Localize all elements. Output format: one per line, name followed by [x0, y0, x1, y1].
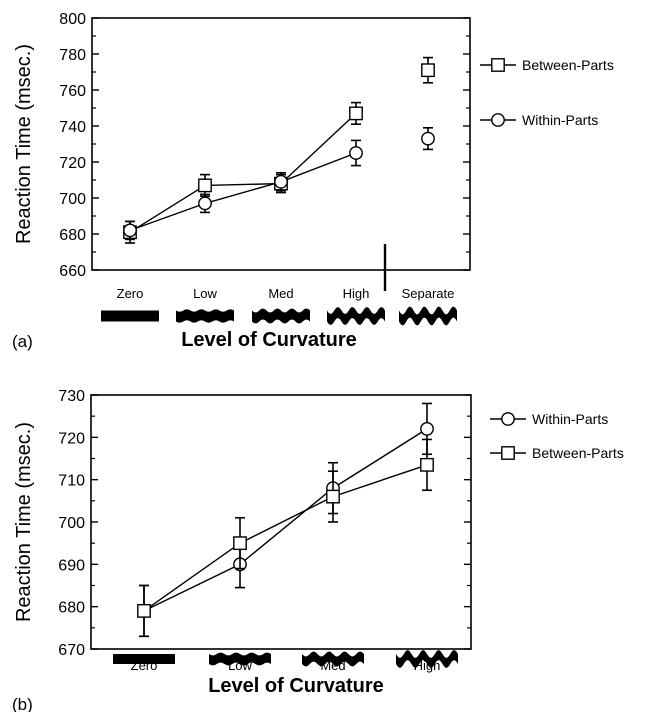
data-point-circle	[123, 223, 137, 238]
legend-label: Within-Parts	[532, 411, 608, 427]
x-tick-label: Med	[268, 286, 293, 301]
legend-marker-circle	[491, 113, 505, 127]
series-line	[129, 152, 357, 232]
legend-label: Between-Parts	[532, 445, 624, 461]
panel-label: (b)	[12, 695, 33, 712]
y-tick-label: 740	[59, 119, 86, 136]
data-point-square	[198, 178, 212, 193]
y-tick-label: 780	[59, 47, 86, 64]
panel-a: 660 680 700 720 740 760 780 800 Reaction Time (m…	[12, 11, 614, 351]
series-line	[143, 428, 428, 612]
y-axis-label: Reaction Time (msec.)	[13, 44, 35, 244]
curvature-icon	[327, 307, 385, 325]
y-tick-label: 720	[58, 430, 85, 447]
y-tick-label: 680	[58, 600, 85, 617]
curvature-icon	[176, 309, 234, 323]
curvature-icon	[113, 654, 175, 664]
data-point-square	[326, 489, 340, 504]
legend-label: Within-Parts	[522, 112, 598, 128]
y-tick-label: 700	[59, 191, 86, 208]
data-point-circle	[421, 131, 435, 146]
curvature-icon	[399, 306, 457, 326]
curvature-icon	[209, 652, 271, 666]
legend-label: Between-Parts	[522, 57, 614, 73]
data-point-square	[349, 106, 363, 121]
legend-marker-circle	[501, 412, 515, 426]
series-line	[129, 112, 357, 233]
x-tick-label: Low	[193, 286, 217, 301]
panel-label: (a)	[12, 332, 33, 351]
legend-marker-square	[491, 58, 505, 72]
legend-marker-square	[501, 446, 515, 460]
curvature-icon	[396, 650, 458, 668]
series-square	[137, 438, 434, 638]
panel-b: 670 680 690 700 710 720 730 Reaction Time (msec…	[12, 388, 624, 712]
x-axis-label: Level of Curvature	[208, 675, 384, 697]
curvature-icon	[252, 308, 310, 324]
data-point-square	[421, 63, 435, 78]
y-tick-label: 670	[58, 642, 85, 659]
x-tick-label: Separate	[402, 286, 455, 301]
data-point-square	[233, 536, 247, 551]
y-tick-label: 730	[58, 388, 85, 405]
data-point-circle	[198, 196, 212, 211]
x-axis-label: Level of Curvature	[181, 329, 357, 351]
data-point-square	[137, 604, 151, 618]
series-line	[143, 464, 428, 612]
data-point-circle	[420, 421, 434, 436]
y-tick-label: 760	[59, 83, 86, 100]
y-axis-label: Reaction Time (msec.)	[13, 422, 35, 622]
curvature-icon	[302, 651, 364, 667]
y-tick-label: 720	[59, 155, 86, 172]
curvature-icons	[101, 306, 457, 326]
y-tick-label: 710	[58, 473, 85, 490]
y-tick-label: 700	[58, 515, 85, 532]
series-circle	[123, 127, 435, 241]
y-tick-label: 660	[59, 263, 86, 280]
y-tick-label: 690	[58, 557, 85, 574]
x-tick-label: Zero	[117, 286, 144, 301]
curvature-icon	[101, 310, 159, 322]
y-tick-label: 800	[59, 11, 86, 28]
curvature-icons	[113, 650, 458, 668]
y-tick-label: 680	[59, 227, 86, 244]
data-point-circle	[274, 174, 288, 189]
data-point-square	[420, 457, 434, 472]
data-point-circle	[349, 146, 363, 160]
plot-frame	[91, 17, 471, 271]
x-tick-label: High	[343, 286, 370, 301]
